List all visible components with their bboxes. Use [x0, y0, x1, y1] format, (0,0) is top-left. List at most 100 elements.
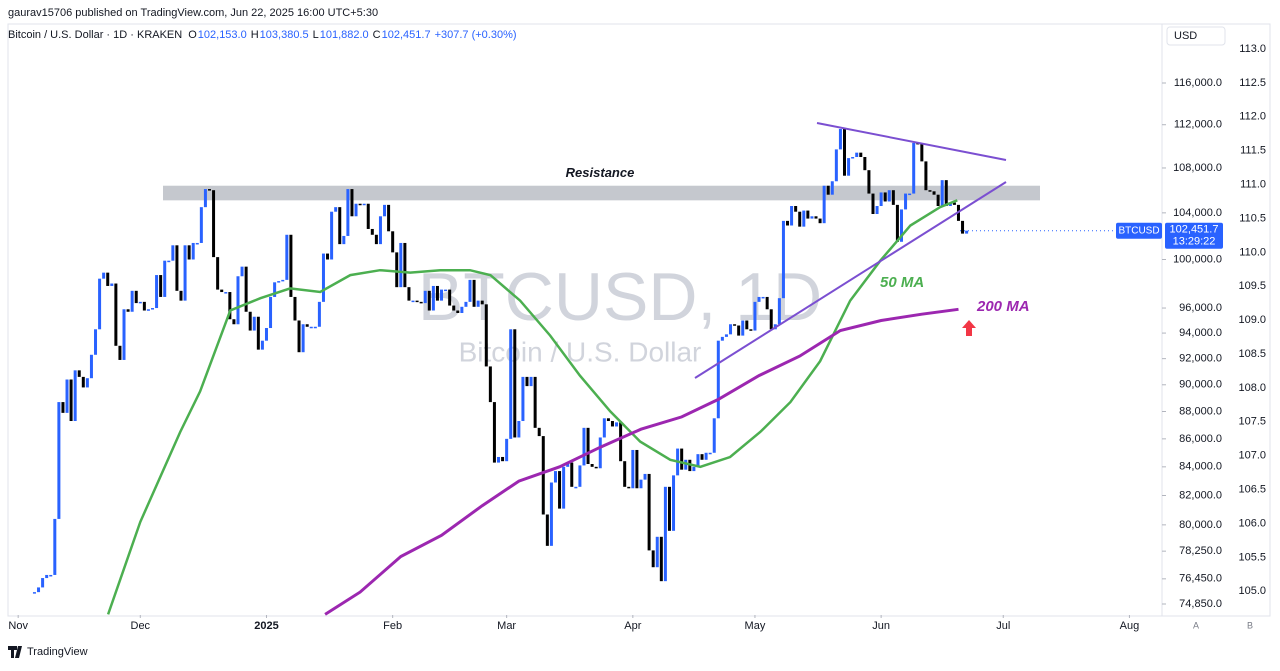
y2-tick-label: 106.5	[1238, 484, 1266, 496]
candle	[94, 329, 98, 355]
candle	[167, 260, 171, 263]
auto-label: A	[1193, 620, 1199, 630]
candle	[146, 309, 150, 311]
watermark: BTCUSD, 1D	[418, 259, 822, 335]
candle	[126, 309, 130, 312]
candle	[733, 324, 737, 326]
candle	[452, 305, 456, 311]
y2-tick-label: 111.0	[1240, 178, 1266, 190]
y-tick-label: 108,000.0	[1173, 162, 1222, 174]
x-tick-label: Apr	[624, 620, 641, 632]
candle	[460, 306, 464, 314]
x-tick-label: May	[745, 620, 766, 632]
candle	[826, 185, 830, 195]
candle	[729, 324, 733, 335]
y-tick-label: 76,450.0	[1179, 573, 1222, 585]
candle	[444, 289, 448, 292]
candle	[834, 149, 838, 182]
candle	[321, 253, 325, 302]
candle	[45, 574, 49, 579]
candle	[32, 592, 36, 594]
ohlc-value: 102,451.7	[382, 29, 431, 41]
candle	[533, 376, 537, 428]
candle	[895, 204, 899, 242]
candle	[517, 421, 521, 438]
candle	[142, 301, 146, 311]
candle	[806, 210, 810, 219]
candle	[822, 185, 826, 224]
candle	[570, 462, 574, 487]
y2-tick-label: 108.0	[1238, 382, 1266, 394]
candle	[879, 192, 883, 207]
y-tick-label: 86,000.0	[1179, 433, 1222, 445]
y-tick-label: 112,000.0	[1174, 119, 1222, 131]
candle	[619, 422, 623, 462]
y-tick-label: 104,000.0	[1173, 207, 1222, 219]
y2-tick-label: 110.5	[1239, 212, 1266, 224]
ohlc-key: C	[373, 29, 381, 41]
currency-box[interactable]	[1166, 26, 1226, 46]
candle	[794, 206, 798, 212]
candle	[374, 234, 378, 245]
watermark-subtitle: Bitcoin / U.S. Dollar	[459, 336, 702, 367]
logo	[8, 646, 22, 658]
candle	[179, 290, 183, 301]
candle	[305, 324, 309, 327]
candle	[203, 189, 207, 208]
candle	[187, 245, 191, 260]
moving-average	[106, 199, 958, 615]
candle	[456, 310, 460, 314]
y-tick-label: 92,000.0	[1179, 353, 1222, 365]
candle	[615, 422, 619, 427]
candle	[358, 203, 362, 206]
candle	[590, 464, 594, 467]
y2-tick-label: 106.0	[1238, 517, 1266, 529]
y2-tick-label: 108.5	[1238, 348, 1266, 360]
candle	[118, 345, 122, 360]
candle	[529, 376, 533, 387]
symbol-tag	[1116, 222, 1162, 239]
b-button[interactable]	[1242, 618, 1258, 634]
auto-button[interactable]	[1188, 618, 1204, 634]
candle	[236, 276, 240, 325]
candle	[513, 329, 517, 438]
candle	[81, 376, 85, 388]
candle	[472, 279, 476, 307]
candle	[395, 252, 399, 288]
candle	[802, 210, 806, 227]
y2-tick-label: 111.5	[1240, 145, 1266, 157]
y2-tick-label: 107.5	[1238, 416, 1266, 428]
candle	[407, 287, 411, 301]
candle	[448, 289, 452, 306]
candle	[41, 578, 45, 588]
candle	[431, 285, 435, 311]
candle	[908, 193, 912, 196]
price-tag-countdown: 13:29:22	[1173, 236, 1216, 248]
y2-tick-label: 112.5	[1239, 77, 1266, 89]
candle	[57, 402, 61, 519]
candle	[692, 466, 696, 472]
candle	[488, 366, 492, 403]
candle	[940, 180, 944, 207]
candle	[623, 461, 627, 487]
candle	[891, 190, 895, 205]
candle	[680, 448, 684, 470]
y-tick-label: 82,000.0	[1179, 489, 1222, 501]
candle	[598, 437, 602, 469]
candle	[545, 514, 549, 546]
plot-frame	[7, 23, 1271, 617]
b-label: B	[1247, 620, 1253, 630]
candle	[191, 242, 195, 260]
candle	[492, 402, 496, 463]
candle	[712, 418, 716, 453]
candle	[769, 309, 773, 330]
candle	[212, 190, 216, 258]
y-tick-label: 88,000.0	[1179, 405, 1222, 417]
candle	[505, 438, 509, 462]
candle	[594, 466, 598, 469]
candle	[924, 161, 928, 191]
candle	[777, 298, 781, 325]
candle	[838, 128, 842, 150]
